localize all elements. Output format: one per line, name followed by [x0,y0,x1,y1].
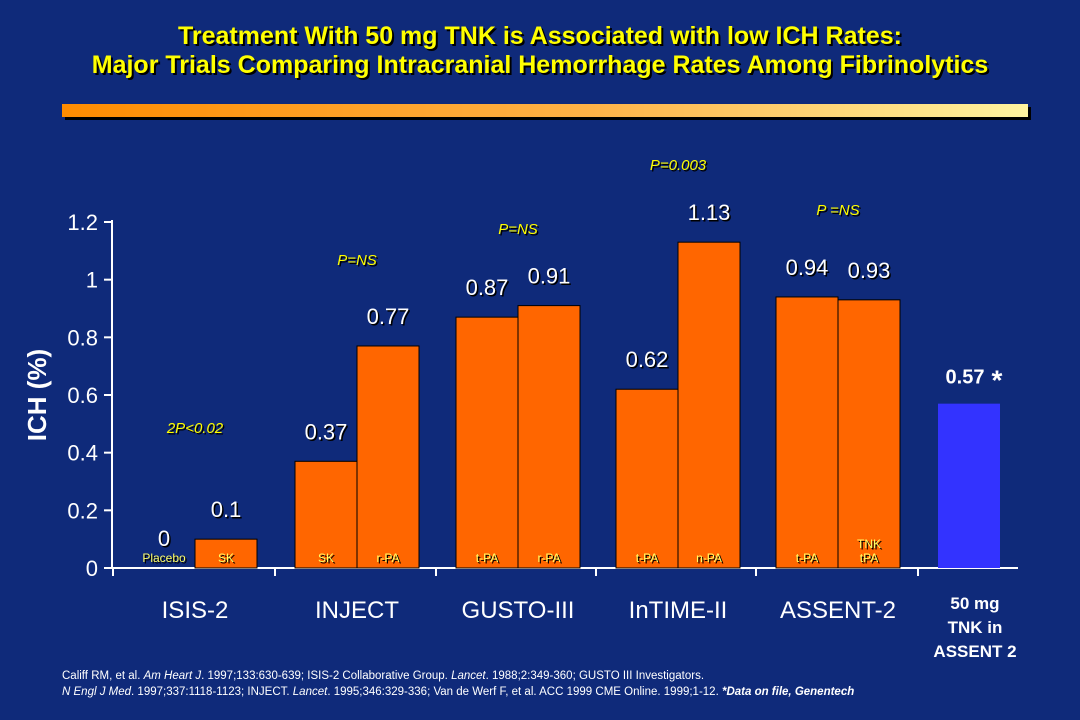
reference-line-2: N Engl J Med. 1997;337:1118-1123; INJECT… [62,684,1062,700]
highlight-value-label: 0.57 [946,367,985,389]
bar-inside-label: tPA [860,551,878,565]
bar-inside-label-shadow: t-PA [477,553,499,567]
reference-segment: *Data on file, Genentech [721,686,855,698]
bar-value-label: 0.77 [367,304,410,329]
bar-inside-label-shadow: t-PA [637,553,659,567]
reference-segment: Califf RM, et al. [62,670,144,682]
bar-value-label: 0.87 [466,275,509,300]
references-footer: Califf RM, et al. Am Heart J. 1997;133:6… [62,668,1062,700]
bar [615,388,679,569]
bar-inside-label: SK [218,551,234,565]
bar-value-label: 0.93 [848,258,891,283]
y-tick-label: 0.6 [67,383,98,408]
title-underline-bar [62,104,1028,117]
bar [294,460,358,569]
bar-value-label-shadow: 0 [159,528,171,553]
bar-inside-label-shadow: r-PA [539,553,562,567]
y-tick-label: 0.8 [67,325,98,350]
p-value-label-shadow: P=0.003 [651,159,708,176]
p-value-label-shadow: P =NS [818,204,861,221]
highlight-category-label: TNK in [948,618,1003,637]
bar-value-label: 0.91 [528,264,571,289]
reference-segment: . 1988;2:349-360; GUSTO III Investigator… [485,670,705,682]
bar [837,299,901,569]
y-tick-label: 1 [86,268,98,293]
bar-value-label-shadow: 1.13 [689,202,732,227]
bar-inside-label-shadow: t-PA [797,553,819,567]
bar-inside-label: SK [318,551,334,565]
bar-value-label-shadow: 0.94 [787,256,830,281]
p-value-label: P=NS [498,221,538,238]
p-value-label-shadow: P=NS [339,254,379,271]
bar-inside-label: t-PA [476,551,498,565]
bar-inside-label-shadow: tPA [861,553,879,567]
bar-value-label-shadow: 0.1 [212,499,243,524]
reference-segment: Lancet [451,670,486,682]
slide-title-line-1: Treatment With 50 mg TNK is Associated w… [178,22,902,50]
reference-line-1: Califf RM, et al. Am Heart J. 1997;133:6… [62,668,1062,684]
bar-inside-label: t-PA [636,551,658,565]
bar [455,316,519,569]
bar [677,241,741,569]
bar [356,345,420,569]
y-tick-label: 0.2 [67,498,98,523]
bar-value-label: 0.62 [626,347,669,372]
y-tick-label: 0.4 [67,441,98,466]
highlight-asterisk: * [992,365,1003,396]
bar-value-label-shadow: 0.37 [306,421,349,446]
bar-inside-label-shadow: n-PA [698,553,724,567]
bar-inside-label-shadow: r-PA [378,553,401,567]
p-value-label: 2P<0.02 [166,420,224,437]
y-tick-label: 0 [86,556,98,581]
reference-segment: . 1997;133:630-639; ISIS-2 Collaborative… [201,670,452,682]
reference-segment: N Engl J Med [62,686,132,698]
bar-value-label: 0 [158,526,170,551]
bar-value-label-shadow: 0.87 [467,277,510,302]
bar-inside-label: t-PA [796,551,818,565]
bar-inside-label-shadow: Placebo [144,553,188,567]
bar-inside-label: TNK [857,537,881,551]
slide-title: Treatment With 50 mg TNK is Associated w… [20,22,1060,80]
bar-value-label: 1.13 [688,200,731,225]
slide-title-line-2: Major Trials Comparing Intracranial Hemo… [91,51,989,79]
x-category-label: ISIS-2 [162,597,229,624]
bar [517,305,581,569]
bar [194,538,258,569]
reference-segment: . 1997;337:1118-1123; INJECT. [131,686,293,698]
bar-inside-label: r-PA [537,551,560,565]
y-tick-label: 1.2 [67,210,98,235]
bar-value-label-shadow: 0.62 [627,349,670,374]
bar-inside-label-shadow: SK [219,553,235,567]
bar-inside-label-shadow: SK [319,553,335,567]
bar-inside-label: Placebo [142,551,186,565]
x-category-label: INJECT [315,597,399,624]
reference-segment: . 1995;346:329-336; Van de Werf F, et al… [327,686,722,698]
bar [775,296,839,569]
reference-segment: Am Heart J [143,670,202,682]
bar-value-label: 0.1 [211,497,242,522]
bar-inside-label-shadow: TNK [859,539,883,553]
bar-value-label-shadow: 0.91 [529,265,572,290]
highlight-category-label: 50 mg [950,594,999,613]
bar-value-label: 0.37 [305,419,348,444]
p-value-label: P =NS [816,202,859,219]
x-category-label: InTIME-II [629,597,728,624]
bar-value-label: 0.94 [786,255,829,280]
bar-value-label-shadow: 0.93 [849,259,892,284]
reference-segment: Lancet [292,686,328,698]
p-value-label: P=0.003 [650,157,707,174]
y-axis-label: ICH (%) [22,349,52,441]
highlight-bar [938,403,1000,568]
p-value-label-shadow: 2P<0.02 [167,422,225,439]
x-category-label: GUSTO-III [462,597,575,624]
highlight-category-label: ASSENT 2 [933,642,1016,661]
p-value-label: P=NS [337,252,377,269]
x-category-label: ASSENT-2 [780,597,896,624]
bar-inside-label: r-PA [376,551,399,565]
bar-inside-label: n-PA [696,551,722,565]
bar-value-label-shadow: 0.77 [368,305,411,330]
p-value-label-shadow: P=NS [500,223,540,240]
